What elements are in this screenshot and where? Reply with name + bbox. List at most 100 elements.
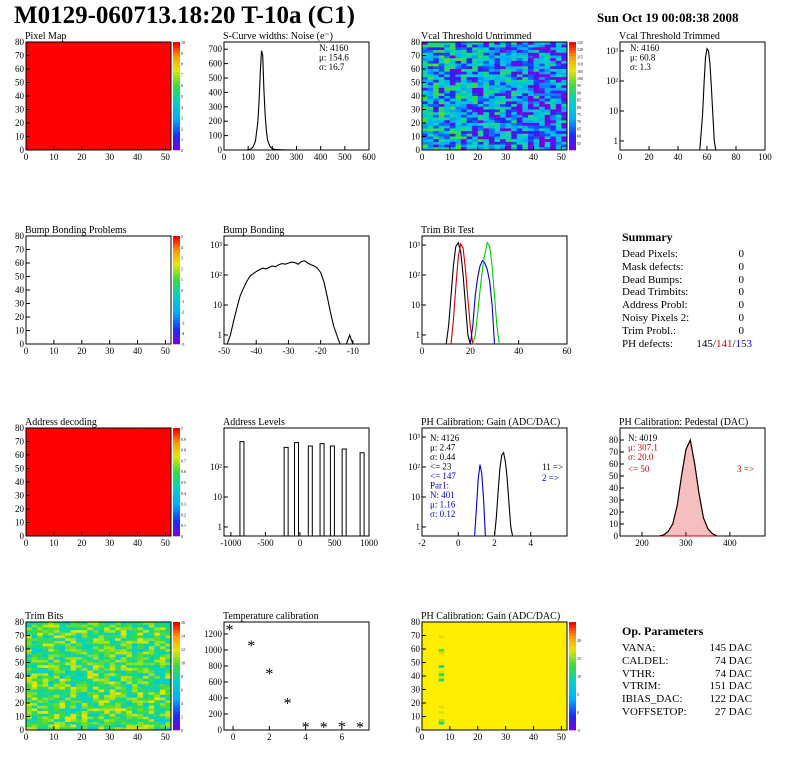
heatmap-cell [31,665,38,669]
heatmap-cell [70,98,77,102]
heatmap-cell [31,500,38,504]
heatmap-cell [527,123,534,126]
heatmap-cell [76,711,83,715]
heatmap-cell [438,673,445,677]
heatmap-cell [81,144,88,148]
heatmap-cell [433,120,440,124]
heatmap-cell [494,109,501,113]
heatmap-cell [70,500,77,504]
heatmap-cell [126,452,133,456]
heatmap-cell [131,465,138,469]
heatmap-cell [483,133,490,137]
x-tick-label: 0 [456,538,461,548]
heatmap-cell [131,692,138,696]
heatmap-cell [48,703,55,706]
heatmap-cell [165,112,172,116]
heatmap-cell [48,700,55,704]
y-tick-label: 10 [15,326,25,336]
colorscale-segment [173,654,180,658]
heatmap-cell [131,112,138,116]
heatmap-cell [488,52,495,56]
colorscale-segment [173,85,180,89]
heatmap-cell [500,71,506,75]
heatmap-cell [488,128,495,132]
heatmap-cell [104,117,110,121]
heatmap-cell [148,441,155,445]
heatmap-cell [154,519,161,523]
heatmap-cell [81,63,88,67]
heatmap-cell [148,495,155,499]
heatmap-cell [511,79,518,83]
heatmap-cell [104,684,110,688]
heatmap-cell [126,624,133,628]
heatmap-cell [143,684,149,688]
heatmap-cell [522,87,529,91]
heatmap-cell [120,630,127,634]
heatmap-cell [477,60,484,64]
heatmap-cell [104,69,110,72]
histogram-spike [359,452,365,536]
heatmap-cell [37,525,44,529]
heatmap-cell [533,82,540,86]
heatmap-cell [53,670,60,674]
heatmap-cell [561,47,568,51]
heatmap-cell [555,131,562,135]
heatmap-cell [115,446,122,450]
heatmap-cell [87,678,94,682]
heatmap-cell [444,638,451,642]
heatmap-cell [533,147,540,151]
heatmap-cell [539,50,545,54]
heatmap-cell [37,654,44,658]
heatmap-cell [109,638,116,642]
heatmap-cell [31,42,38,45]
heatmap-cell [104,681,110,685]
heatmap-cell [561,50,568,54]
heatmap-cell [165,455,172,458]
heatmap-cell [472,71,479,75]
heatmap-cell [70,622,77,625]
heatmap-cell [131,705,138,709]
heatmap-cell [143,498,149,502]
heatmap-cell [115,711,122,715]
heatmap-cell [65,721,71,725]
heatmap-cell [53,665,60,669]
heatmap-cell [433,716,440,720]
heatmap-cell [65,676,71,679]
heatmap-cell [438,719,445,723]
colorscale-segment [173,82,180,86]
heatmap-cell [48,42,55,45]
heatmap-cell [26,106,32,110]
heatmap-cell [500,98,506,102]
chart-title: Trim Bits [25,611,63,622]
heatmap-cell [109,74,116,78]
heatmap-cell [92,654,99,658]
heatmap-cell [126,455,133,458]
heatmap-cell [70,106,77,110]
colorscale-segment [569,141,576,145]
heatmap-cell [483,136,490,140]
heatmap-cell [137,527,144,531]
heatmap-cell [76,69,83,72]
heatmap-cell [516,44,523,48]
heatmap-cell [444,120,451,124]
heatmap-cell [120,681,127,685]
heatmap-cell [109,713,116,717]
heatmap-cell [37,120,44,124]
heatmap-cell [109,120,116,124]
heatmap-cell [511,139,518,143]
heatmap-cell [477,104,484,108]
heatmap-cell [159,681,166,685]
heatmap-cell [76,473,83,477]
y-tick-label: 20 [15,504,25,514]
heatmap-cell [131,123,138,126]
heatmap-cell [109,506,116,510]
heatmap-cell [31,487,38,491]
heatmap-cell [87,47,94,51]
heatmap-cell [81,662,88,666]
heatmap-cell [115,133,122,137]
heatmap-cell [37,47,44,51]
heatmap-cell [544,87,551,91]
heatmap-cell [477,106,484,110]
heatmap-cell [31,697,38,701]
heatmap-cell [70,649,77,652]
